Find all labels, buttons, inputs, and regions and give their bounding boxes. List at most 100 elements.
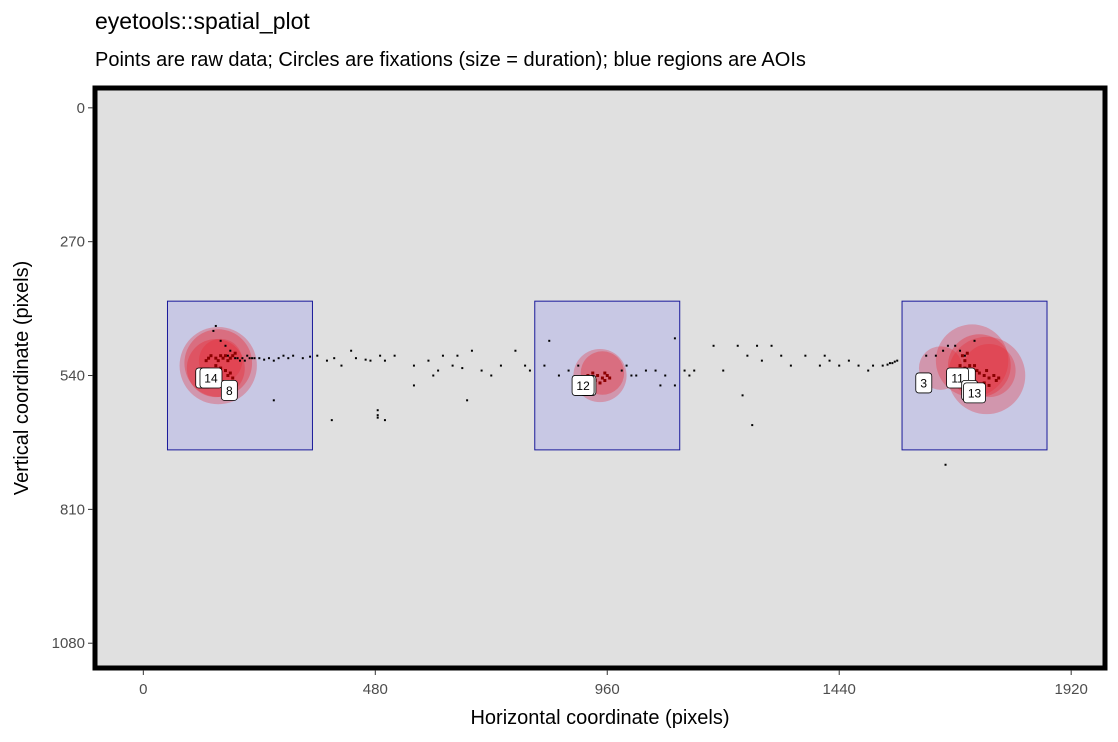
raw-gaze-point <box>234 357 237 360</box>
raw-gaze-point <box>736 344 739 347</box>
raw-gaze-point <box>412 384 415 387</box>
raw-gaze-point <box>857 364 860 367</box>
raw-gaze-point <box>997 376 1001 380</box>
raw-gaze-point <box>925 354 928 357</box>
raw-gaze-point <box>231 354 235 358</box>
raw-gaze-point <box>376 414 379 417</box>
raw-gaze-point <box>214 364 218 368</box>
raw-gaze-point <box>470 349 473 352</box>
raw-gaze-point <box>226 359 230 363</box>
raw-gaze-point <box>838 364 841 367</box>
raw-gaze-point <box>746 354 749 357</box>
raw-gaze-point <box>272 399 275 402</box>
raw-gaze-point <box>207 356 211 360</box>
raw-gaze-point <box>233 351 237 355</box>
raw-gaze-point <box>751 424 754 427</box>
chart-title: eyetools::spatial_plot <box>95 8 310 34</box>
raw-gaze-point <box>214 324 217 327</box>
raw-gaze-point <box>823 354 826 357</box>
raw-gaze-point <box>354 357 357 360</box>
raw-gaze-point <box>600 376 604 380</box>
raw-gaze-point <box>625 364 628 367</box>
fixation-label-box <box>220 379 238 401</box>
raw-gaze-point <box>994 378 998 382</box>
raw-gaze-point <box>712 344 715 347</box>
raw-gaze-point <box>828 359 831 362</box>
raw-gaze-point <box>741 394 744 397</box>
raw-gaze-point <box>379 354 382 357</box>
raw-gaze-point <box>204 359 208 363</box>
raw-gaze-point <box>654 369 657 372</box>
raw-gaze-point <box>942 349 945 352</box>
raw-gaze-point <box>760 359 763 362</box>
raw-gaze-point <box>608 376 612 380</box>
fixation-label: 13 <box>968 386 982 400</box>
raw-gaze-point <box>985 369 989 373</box>
raw-gaze-point <box>958 364 962 368</box>
raw-gaze-point <box>683 369 686 372</box>
raw-gaze-point <box>524 364 527 367</box>
raw-gaze-point <box>872 364 875 367</box>
raw-gaze-point <box>968 364 972 368</box>
raw-gaze-point <box>946 344 949 347</box>
raw-gaze-point <box>659 384 662 387</box>
raw-gaze-point <box>325 359 328 362</box>
raw-gaze-point <box>886 363 889 366</box>
raw-gaze-point <box>960 354 964 358</box>
raw-gaze-point <box>212 329 215 332</box>
raw-gaze-point <box>246 354 249 357</box>
raw-gaze-point <box>393 354 396 357</box>
raw-gaze-point <box>427 359 430 362</box>
raw-gaze-point <box>603 378 607 382</box>
raw-gaze-point <box>369 359 372 362</box>
fixation-label-box <box>571 375 595 396</box>
raw-gaze-point <box>216 359 220 363</box>
raw-gaze-point <box>620 369 623 372</box>
raw-gaze-point <box>238 359 241 362</box>
raw-gaze-point <box>673 384 676 387</box>
raw-gaze-point <box>236 357 239 360</box>
raw-gaze-point <box>963 354 966 357</box>
raw-gaze-point <box>292 354 295 357</box>
raw-gaze-point <box>591 371 595 375</box>
raw-gaze-point <box>441 354 444 357</box>
raw-gaze-point <box>693 369 696 372</box>
raw-gaze-point <box>221 356 225 360</box>
fixation-label: 14 <box>204 372 218 386</box>
raw-gaze-point <box>219 354 223 358</box>
raw-gaze-point <box>959 349 962 352</box>
raw-gaze-point <box>466 399 469 402</box>
raw-gaze-point <box>789 364 792 367</box>
x-tick-label: 1920 <box>1054 681 1087 698</box>
raw-gaze-point <box>893 360 896 363</box>
raw-gaze-point <box>896 359 899 362</box>
raw-gaze-point <box>644 369 647 372</box>
raw-gaze-point <box>224 344 227 347</box>
raw-gaze-point <box>722 369 725 372</box>
raw-gaze-point <box>258 357 261 360</box>
raw-gaze-point <box>954 344 957 347</box>
raw-gaze-point <box>243 359 246 362</box>
fixation-label: 12 <box>576 379 590 393</box>
raw-gaze-point <box>309 355 312 358</box>
raw-gaze-point <box>598 381 602 385</box>
raw-gaze-point <box>987 383 991 387</box>
raw-gaze-point <box>456 354 459 357</box>
raw-gaze-point <box>603 371 607 375</box>
raw-gaze-point <box>780 354 783 357</box>
chart-subtitle: Points are raw data; Circles are fixatio… <box>95 49 806 71</box>
x-tick-label: 960 <box>595 681 620 698</box>
raw-gaze-point <box>934 354 937 357</box>
raw-gaze-point <box>350 349 353 352</box>
raw-gaze-point <box>282 354 285 357</box>
y-tick-label: 1080 <box>52 635 85 652</box>
raw-gaze-point <box>770 344 773 347</box>
raw-gaze-point <box>316 354 319 357</box>
raw-gaze-point <box>223 354 227 358</box>
raw-gaze-point <box>231 376 235 380</box>
raw-gaze-point <box>364 358 367 361</box>
raw-gaze-point <box>333 357 336 360</box>
raw-gaze-point <box>630 374 633 377</box>
raw-gaze-point <box>226 374 230 378</box>
raw-gaze-point <box>673 337 676 340</box>
